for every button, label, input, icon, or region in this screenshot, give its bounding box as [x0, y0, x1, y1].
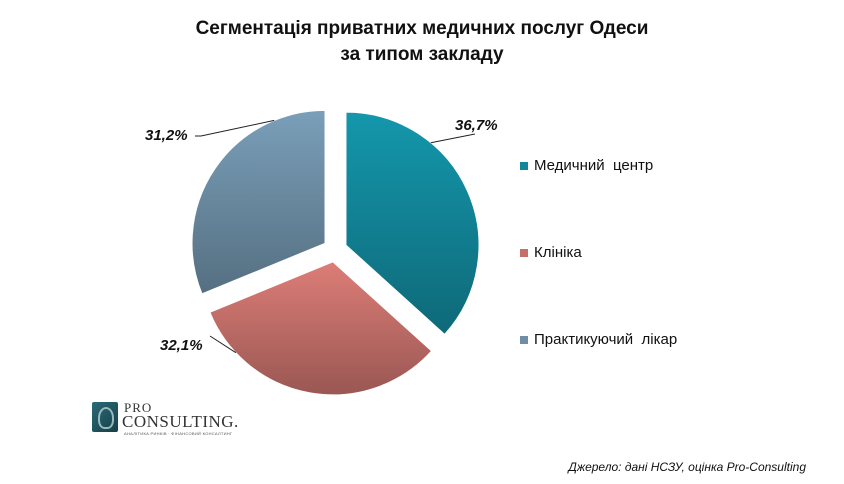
logo-text-consulting: CONSULTING.: [122, 412, 239, 431]
legend-item-practitioner: Практикуючий лікар: [520, 331, 677, 348]
logo-text-pro: PRO: [124, 400, 153, 415]
legend-label-clinic: Клініка: [534, 244, 582, 261]
leader-line-practitioner: [195, 119, 275, 137]
legend-item-clinic: Клініка: [520, 244, 582, 261]
chart-title: Сегментація приватних медичних послуг Од…: [0, 16, 844, 68]
legend-swatch-medical-center: [520, 161, 528, 170]
data-label-clinic: 32,1%: [160, 337, 203, 354]
leader-line-medical-center: [430, 133, 476, 144]
legend-swatch-practitioner: [520, 335, 528, 344]
data-label-medical-center: 36,7%: [455, 117, 498, 134]
source-note: Джерело: дані НСЗУ, оцінка Pro-Consultin…: [568, 460, 806, 474]
logo-emblem-icon: [92, 402, 118, 432]
pro-consulting-logo: PRO CONSULTING. АНАЛІТИКА РИНКІВ · ФІНАН…: [92, 398, 242, 438]
legend-label-practitioner: Практикуючий лікар: [534, 331, 678, 348]
pie-slice-clinic: [209, 261, 433, 396]
pie-slice-medical-center: [345, 111, 480, 336]
legend-item-medical-center: Медичний центр: [520, 157, 653, 174]
data-label-practitioner: 31,2%: [145, 127, 188, 144]
pie-slice-practitioner: [191, 109, 326, 295]
chart-title-line-2: за типом закладу: [340, 44, 504, 65]
legend-swatch-clinic: [520, 248, 528, 257]
logo-tagline: АНАЛІТИКА РИНКІВ · ФІНАНСОВИЙ КОНСАЛТИНГ: [124, 431, 233, 436]
leader-line-clinic: [209, 335, 237, 354]
chart-legend: Медичний центр Клініка Практикуючий ліка…: [520, 0, 820, 484]
chart-title-line-1: Сегментація приватних медичних послуг Од…: [195, 18, 649, 39]
legend-label-medical-center: Медичний центр: [534, 157, 654, 174]
